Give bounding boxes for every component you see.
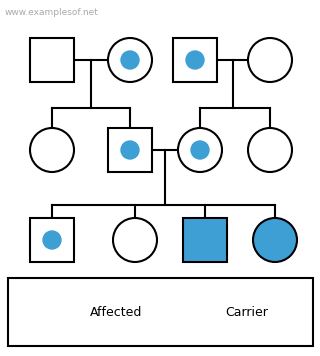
Circle shape xyxy=(113,218,157,262)
Bar xyxy=(30,38,74,82)
Text: Affected: Affected xyxy=(90,305,142,319)
Circle shape xyxy=(191,141,209,159)
Circle shape xyxy=(121,141,139,159)
Bar xyxy=(108,128,152,172)
Circle shape xyxy=(248,128,292,172)
Circle shape xyxy=(186,51,204,69)
Circle shape xyxy=(181,303,199,321)
Bar xyxy=(173,38,217,82)
Circle shape xyxy=(121,51,139,69)
Circle shape xyxy=(30,128,74,172)
Circle shape xyxy=(108,38,152,82)
Circle shape xyxy=(43,231,61,249)
Circle shape xyxy=(178,128,222,172)
Text: www.examplesof.net: www.examplesof.net xyxy=(5,8,99,17)
Bar xyxy=(172,294,208,330)
Circle shape xyxy=(253,218,297,262)
Bar xyxy=(37,294,73,330)
Text: Carrier: Carrier xyxy=(225,305,268,319)
Bar xyxy=(8,278,313,346)
Bar xyxy=(183,218,227,262)
Bar xyxy=(30,218,74,262)
Circle shape xyxy=(248,38,292,82)
